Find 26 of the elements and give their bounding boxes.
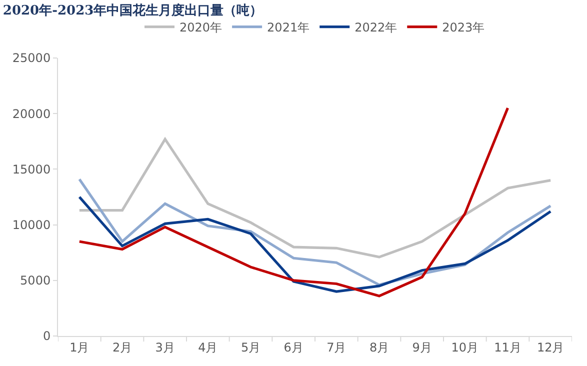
y-tick-label: 5000 — [20, 274, 51, 288]
y-tick-label: 25000 — [12, 51, 51, 66]
x-tick-label: 5月 — [240, 340, 261, 354]
y-tick-label: 0 — [42, 329, 51, 344]
x-tick-label: 6月 — [284, 340, 304, 354]
line-series — [78, 138, 552, 258]
x-tick-label: 3月 — [155, 340, 175, 354]
x-tick-label: 11月 — [494, 340, 522, 354]
x-tick-label: 4月 — [198, 340, 218, 354]
x-tick-label: 2月 — [112, 340, 132, 354]
chart-title: 2020年-2023年中国花生月度出口量（吨） — [2, 2, 263, 19]
legend-label: 2023年 — [442, 20, 485, 34]
x-tick-label: 1月 — [70, 340, 90, 354]
x-tick-label: 9月 — [412, 340, 432, 354]
y-tick-label: 15000 — [12, 162, 51, 176]
legend-label: 2020年 — [180, 20, 222, 34]
y-tick-label: 20000 — [12, 106, 51, 121]
line-series — [78, 106, 510, 298]
line-series — [78, 196, 552, 293]
y-tick-label: 10000 — [12, 218, 51, 232]
x-tick-label: 8月 — [369, 340, 390, 354]
x-tick-label: 12月 — [536, 340, 564, 354]
legend-label: 2022年 — [354, 20, 398, 34]
x-tick-label: 10月 — [451, 340, 479, 354]
x-tick-label: 7月 — [326, 340, 346, 354]
legend-label: 2021年 — [267, 20, 310, 34]
